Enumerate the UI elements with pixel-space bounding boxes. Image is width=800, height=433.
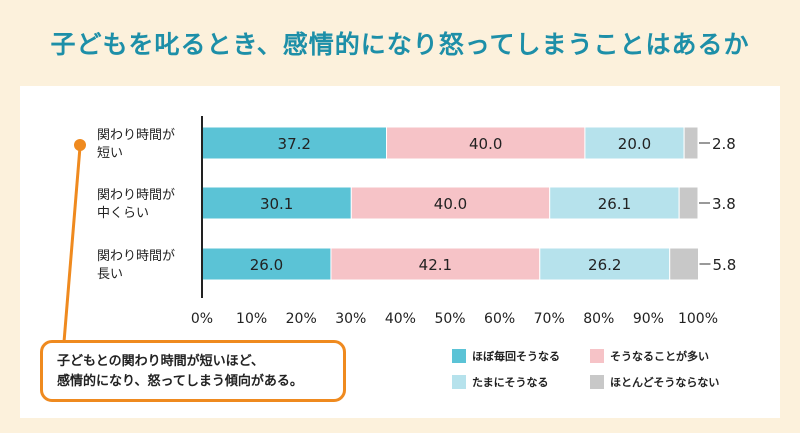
category-label-0-line1: 関わり時間が bbox=[97, 128, 175, 143]
value-label-2-2: 26.2 bbox=[588, 256, 621, 274]
legend: ほぼ毎回そうなる そうなることが多い たまにそうなる ほとんどそうならない bbox=[452, 348, 752, 398]
x-tick-label-1: 10% bbox=[236, 311, 267, 327]
category-label-0-line2: 短い bbox=[97, 146, 123, 161]
callout-pointer-line bbox=[62, 146, 82, 343]
x-tick-label-10: 100% bbox=[678, 311, 718, 327]
category-label-2-line2: 長い bbox=[97, 267, 123, 282]
x-tick-label-8: 80% bbox=[583, 311, 614, 327]
legend-item-0: ほぼ毎回そうなる bbox=[452, 348, 560, 364]
callout-line-1: 子どもとの関わり時間が短いほど、 bbox=[57, 354, 264, 369]
legend-swatch-2 bbox=[452, 375, 466, 389]
category-label-1-line1: 関わり時間が bbox=[97, 188, 175, 203]
legend-item-1: そうなることが多い bbox=[590, 348, 709, 364]
value-label-0-3: 2.8 bbox=[712, 135, 736, 153]
bar-segment-0-3 bbox=[683, 126, 699, 160]
value-label-0-2: 20.0 bbox=[618, 135, 651, 153]
legend-item-2: たまにそうなる bbox=[452, 374, 548, 390]
x-tick-label-2: 20% bbox=[286, 311, 317, 327]
value-label-0-0: 37.2 bbox=[278, 135, 311, 153]
value-label-1-1: 40.0 bbox=[434, 195, 467, 213]
legend-label-2: たまにそうなる bbox=[472, 376, 549, 389]
value-label-2-0: 26.0 bbox=[250, 256, 283, 274]
bar-segment-1-2 bbox=[549, 186, 680, 220]
value-label-1-0: 30.1 bbox=[260, 195, 293, 213]
x-tick-label-7: 70% bbox=[534, 311, 565, 327]
bar-segment-0-1 bbox=[386, 126, 586, 160]
bar-segment-1-1 bbox=[350, 186, 551, 220]
legend-swatch-3 bbox=[590, 375, 604, 389]
callout-line-2: 感情的になり、怒ってしまう傾向がある。 bbox=[57, 374, 303, 389]
bar-segment-2-2 bbox=[539, 247, 671, 281]
value-label-1-3: 3.8 bbox=[712, 195, 736, 213]
category-label-2-line1: 関わり時間が bbox=[97, 249, 175, 264]
value-label-1-2: 26.1 bbox=[598, 195, 631, 213]
bar-segment-2-3 bbox=[669, 247, 699, 281]
x-tick-label-3: 30% bbox=[335, 311, 366, 327]
callout-box: 子どもとの関わり時間が短いほど、 感情的になり、怒ってしまう傾向がある。 bbox=[40, 340, 346, 402]
callout-pointer-dot bbox=[74, 139, 86, 151]
bar-segment-2-0 bbox=[201, 247, 332, 281]
value-label-2-3: 5.8 bbox=[712, 256, 736, 274]
legend-label-1: そうなることが多い bbox=[610, 350, 709, 363]
title-band: 子どもを叱るとき、感情的になり怒ってしまうことはあるか bbox=[0, 0, 800, 86]
legend-label-0: ほぼ毎回そうなる bbox=[472, 350, 560, 363]
x-tick-label-5: 50% bbox=[434, 311, 465, 327]
legend-item-3: ほとんどそうならない bbox=[590, 374, 719, 390]
bar-segment-0-0 bbox=[201, 126, 388, 160]
x-tick-label-6: 60% bbox=[484, 311, 515, 327]
bar-segment-2-1 bbox=[330, 247, 541, 281]
x-tick-label-0: 0% bbox=[191, 311, 213, 327]
value-label-2-1: 42.1 bbox=[419, 256, 452, 274]
legend-swatch-0 bbox=[452, 349, 466, 363]
chart-title: 子どもを叱るとき、感情的になり怒ってしまうことはあるか bbox=[50, 30, 750, 59]
value-label-0-1: 40.0 bbox=[469, 135, 502, 153]
legend-label-3: ほとんどそうならない bbox=[610, 376, 720, 389]
legend-swatch-1 bbox=[590, 349, 604, 363]
x-tick-label-9: 90% bbox=[633, 311, 664, 327]
x-tick-label-4: 40% bbox=[385, 311, 416, 327]
category-label-1-line2: 中くらい bbox=[97, 206, 149, 221]
bar-segment-1-3 bbox=[678, 186, 699, 220]
